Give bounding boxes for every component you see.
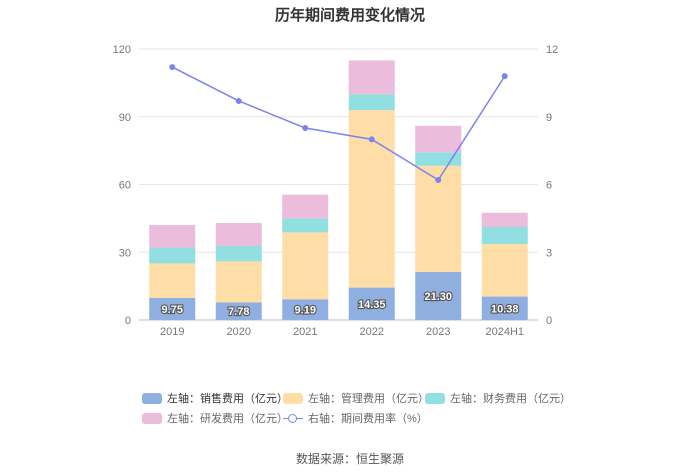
expense-ratio-point <box>169 64 176 71</box>
bar-segment-finance <box>348 94 395 111</box>
x-tick-label: 2023 <box>426 326 450 338</box>
legend-label-sales: 左轴：销售费用（亿元） <box>167 393 288 405</box>
data-label-sales: 7.78 <box>228 306 249 318</box>
data-label-sales: 21.30 <box>424 291 452 303</box>
x-tick-label: 2022 <box>360 326 384 338</box>
legend-label-expense-ratio: 右轴：期间费用率（%） <box>308 413 428 425</box>
y-right-tick-label: 0 <box>546 315 552 327</box>
data-label-sales: 9.75 <box>162 304 183 316</box>
data-source: 数据来源：恒生聚源 <box>295 452 404 466</box>
legend-item-sales[interactable]: 左轴：销售费用（亿元） <box>142 390 288 406</box>
x-tick-label: 2021 <box>293 326 317 338</box>
data-label-sales: 14.35 <box>358 299 386 311</box>
bar-segment-sales <box>415 271 462 320</box>
expense-ratio-point <box>501 73 508 80</box>
chart-title: 历年期间费用变化情况 <box>274 7 425 24</box>
bar-segment-admin <box>481 243 528 297</box>
expense-ratio-line <box>171 66 506 182</box>
y-right-tick-label: 3 <box>546 247 552 259</box>
legend-label-admin: 左轴：管理费用（亿元） <box>308 393 429 405</box>
expense-ratio-point <box>302 125 309 132</box>
y-left-tick-label: 0 <box>125 315 131 327</box>
bar-segment-rnd <box>282 194 329 219</box>
bar-segment-finance <box>481 227 528 244</box>
y-left-tick-label: 30 <box>119 247 131 259</box>
legend-swatch-admin <box>283 392 303 404</box>
legend-swatch-finance <box>425 392 445 404</box>
bar-segment-admin <box>149 263 196 298</box>
legend-swatch-sales <box>142 392 162 404</box>
bar-segment-sales <box>215 302 262 320</box>
bar-segment-rnd <box>415 125 462 153</box>
bar-segment-rnd <box>481 212 528 228</box>
bar-segment-rnd <box>149 225 196 248</box>
legend-item-rnd[interactable]: 左轴：研发费用（亿元） <box>142 410 288 426</box>
legend-label-finance: 左轴：财务费用（亿元） <box>450 393 571 405</box>
y-right-tick-label: 9 <box>546 112 552 124</box>
bar-segment-sales <box>348 287 395 320</box>
y-right-tick-label: 12 <box>546 44 558 56</box>
bar-segment-finance <box>215 245 262 262</box>
expense-ratio-point <box>368 136 375 143</box>
bar-segment-finance <box>282 218 329 233</box>
legend-item-admin[interactable]: 左轴：管理费用（亿元） <box>283 390 429 406</box>
expense-ratio-point <box>435 176 442 183</box>
bar-segment-admin <box>415 165 462 272</box>
bar-segment-rnd <box>348 60 395 95</box>
legend-swatch-rnd <box>142 412 162 424</box>
legend-label-rnd: 左轴：研发费用（亿元） <box>167 413 288 425</box>
legend-swatch-expense-ratio <box>283 413 303 424</box>
y-left-tick-label: 60 <box>119 180 131 192</box>
y-left-tick-label: 120 <box>113 44 131 56</box>
y-right-tick-label: 6 <box>546 180 552 192</box>
y-left-tick-label: 90 <box>119 112 131 124</box>
bar-segment-finance <box>149 247 196 264</box>
legend-item-finance[interactable]: 左轴：财务费用（亿元） <box>425 390 571 406</box>
data-label-sales: 9.19 <box>295 305 316 317</box>
x-tick-label: 2019 <box>160 326 184 338</box>
bar-segment-sales <box>282 299 329 320</box>
data-label-sales: 10.38 <box>491 303 519 315</box>
bar-segment-admin <box>215 261 262 303</box>
expense-ratio-point <box>235 97 242 104</box>
legend-item-expense-ratio[interactable]: 右轴：期间费用率（%） <box>283 410 428 426</box>
bar-segment-sales <box>481 296 528 320</box>
bar-segment-sales <box>149 297 196 320</box>
x-tick-label: 2024H1 <box>485 326 524 338</box>
bar-segment-admin <box>282 232 329 300</box>
bar-segment-rnd <box>215 222 262 246</box>
x-tick-label: 2020 <box>227 326 251 338</box>
